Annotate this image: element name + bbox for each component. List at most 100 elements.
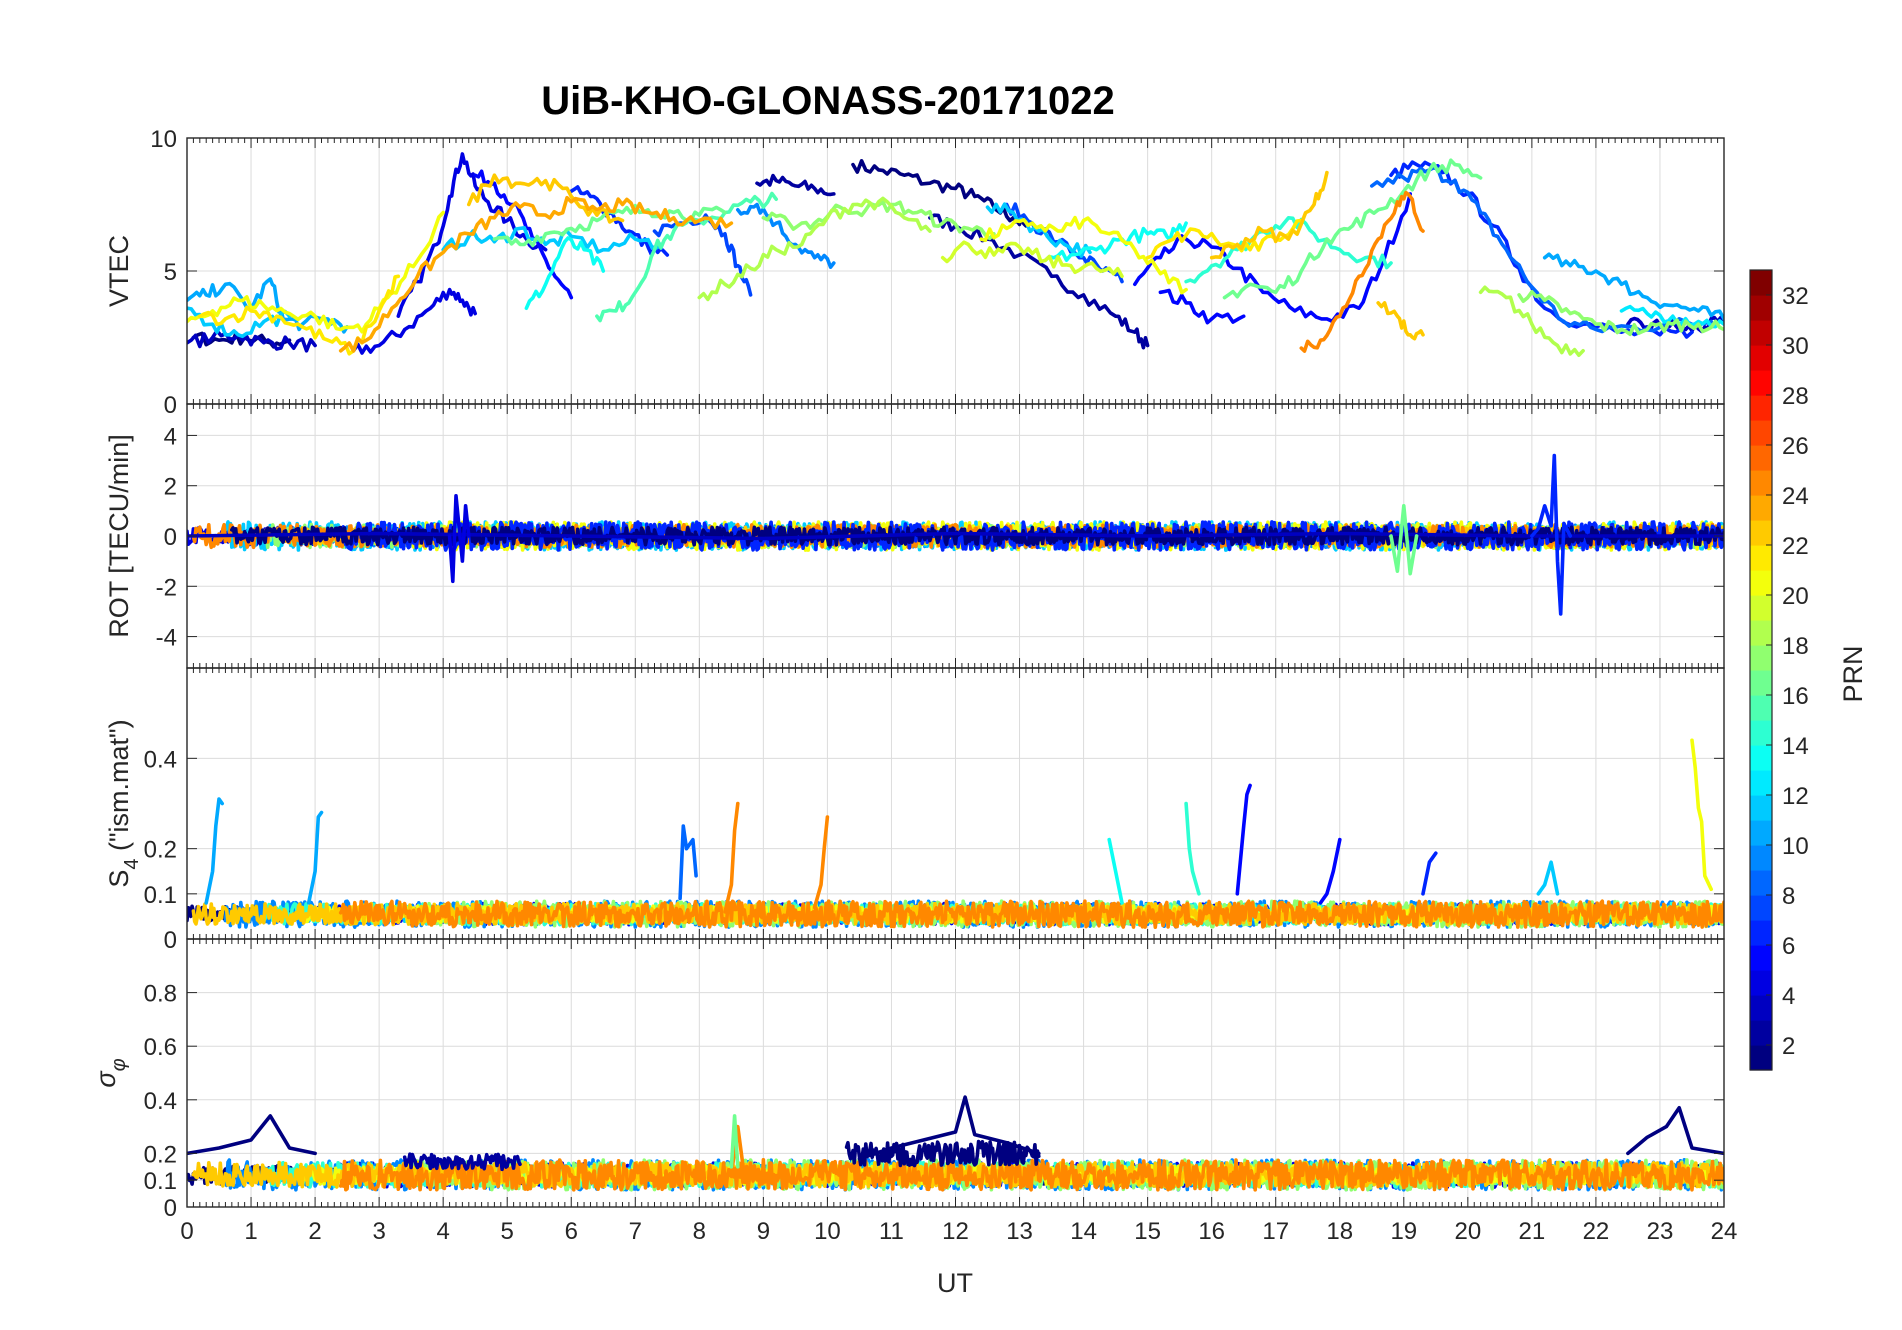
series-prn-19 <box>940 240 1124 279</box>
y-tick-label: -4 <box>156 625 177 652</box>
series-prn-20 <box>1690 738 1713 892</box>
noise-trace <box>338 1158 1724 1192</box>
y-tick-label: 0.4 <box>144 1088 177 1115</box>
series-prn-10 <box>187 277 349 334</box>
x-tick-label: 11 <box>879 1218 904 1245</box>
panel-s4: 00.10.20.4S4 ("ism.mat") <box>104 667 1725 954</box>
noise-traces <box>187 1139 1724 1192</box>
series-prn-13 <box>524 236 606 310</box>
colorbar-swatch <box>1750 345 1772 371</box>
series-prn-1 <box>187 1114 317 1156</box>
colorbar-tick-label: 16 <box>1782 683 1809 710</box>
x-tick-label: 22 <box>1583 1218 1610 1245</box>
colorbar-tick-label: 10 <box>1782 833 1809 860</box>
series-prn-10 <box>306 810 324 905</box>
series-prn-10 <box>204 797 224 905</box>
series-prn-1 <box>851 159 1028 228</box>
series-prn-23 <box>338 195 734 353</box>
y-axis-label: VTEC <box>104 235 134 307</box>
series-prn-16 <box>1222 158 1483 300</box>
y-tick-label: 0.4 <box>144 746 177 773</box>
series-prn-18 <box>697 196 932 302</box>
y-tick-label: 0 <box>164 392 177 419</box>
y-tick-label: 2 <box>164 474 177 501</box>
series-prn-1 <box>857 1095 1041 1161</box>
colorbar-swatch <box>1750 420 1772 446</box>
series-prn-11 <box>441 226 663 254</box>
y-axis-label-main: σ <box>91 1070 121 1088</box>
panel-vtec: 0 5 10 VTEC <box>104 126 1725 419</box>
series-prn-3 <box>187 531 1724 541</box>
colorbar-swatch <box>1750 720 1772 746</box>
colorbar-swatch <box>1750 595 1772 621</box>
series-prn-5 <box>1235 783 1252 896</box>
series-prn-22 <box>1209 170 1329 260</box>
y-axis-label: ROT [TECU/min] <box>104 434 134 638</box>
series-prn-15 <box>595 191 778 323</box>
series-prn-5 <box>1133 192 1412 324</box>
x-tick-label: 5 <box>501 1218 514 1245</box>
series-prn-4 <box>351 287 477 355</box>
y-axis-label-main: VTEC <box>104 235 134 307</box>
series-prn-20 <box>979 215 1188 295</box>
y-tick-label: 5 <box>164 259 177 286</box>
colorbar-tick-label: 22 <box>1782 533 1809 560</box>
series-prn-11 <box>187 306 292 339</box>
x-tick-label: 9 <box>757 1218 770 1245</box>
x-tick-label: 1 <box>244 1218 257 1245</box>
series-prn-18 <box>1478 285 1585 357</box>
y-tick-label: 0.1 <box>144 1168 177 1195</box>
colorbar-swatch <box>1750 870 1772 896</box>
colorbar-swatch <box>1750 670 1772 696</box>
colorbar-tick-label: 30 <box>1782 333 1809 360</box>
colorbar-tick-label: 28 <box>1782 383 1809 410</box>
colorbar-swatch <box>1750 620 1772 646</box>
colorbar-tick-label: 4 <box>1782 983 1795 1010</box>
colorbar-swatch <box>1750 545 1772 571</box>
series-prn-13 <box>1107 837 1124 905</box>
series-prn-22 <box>1376 301 1425 341</box>
series-prn-10 <box>1542 252 1724 321</box>
x-tick-label: 4 <box>436 1218 449 1245</box>
colorbar-swatch <box>1750 770 1772 796</box>
y-tick-label: 0.2 <box>144 837 177 864</box>
series-group <box>187 1095 1724 1177</box>
y-tick-label: 0.8 <box>144 981 177 1008</box>
colorbar-swatch <box>1750 1020 1772 1046</box>
y-axis-label-suffix: ("ism.mat") <box>104 719 134 858</box>
chart-title: UiB-KHO-GLONASS-20171022 <box>541 79 1115 123</box>
colorbar-swatch <box>1750 370 1772 396</box>
colorbar-swatch <box>1750 495 1772 521</box>
colorbar-swatch <box>1750 745 1772 771</box>
series-prn-3 <box>187 329 317 353</box>
series-prn-24 <box>1299 190 1425 353</box>
y-axis-label-main: S <box>104 870 134 888</box>
y-tick-label: 0 <box>164 1195 177 1222</box>
colorbar-swatch <box>1750 820 1772 846</box>
y-tick-label: 0 <box>164 524 177 551</box>
series-group <box>204 738 1713 914</box>
y-axis-label-sub: φ <box>108 1058 130 1071</box>
x-tick-label: 6 <box>565 1218 578 1245</box>
colorbar-tick-label: 20 <box>1782 583 1809 610</box>
x-tick-label: 15 <box>1134 1218 1161 1245</box>
x-tick-label: 20 <box>1454 1218 1481 1245</box>
y-axis-label-main: ROT [TECU/min] <box>104 434 134 638</box>
series-prn-2 <box>928 213 1150 350</box>
colorbar-tick-label: 26 <box>1782 433 1809 460</box>
colorbar-tick-label: 2 <box>1782 1033 1795 1060</box>
x-tick-label: 16 <box>1198 1218 1225 1245</box>
colorbar-tick-label: 18 <box>1782 633 1809 660</box>
series-prn-6 <box>1530 453 1573 616</box>
series-prn-24 <box>723 801 740 914</box>
noise-traces <box>187 899 1724 929</box>
series-prn-5 <box>1318 837 1342 905</box>
series-prn-11 <box>985 202 1092 258</box>
series-prn-20 <box>187 210 445 334</box>
x-tick-label: 2 <box>308 1218 321 1245</box>
series-prn-16 <box>729 1114 740 1169</box>
series-prn-1 <box>1626 1106 1724 1156</box>
series-prn-11 <box>1536 860 1560 896</box>
